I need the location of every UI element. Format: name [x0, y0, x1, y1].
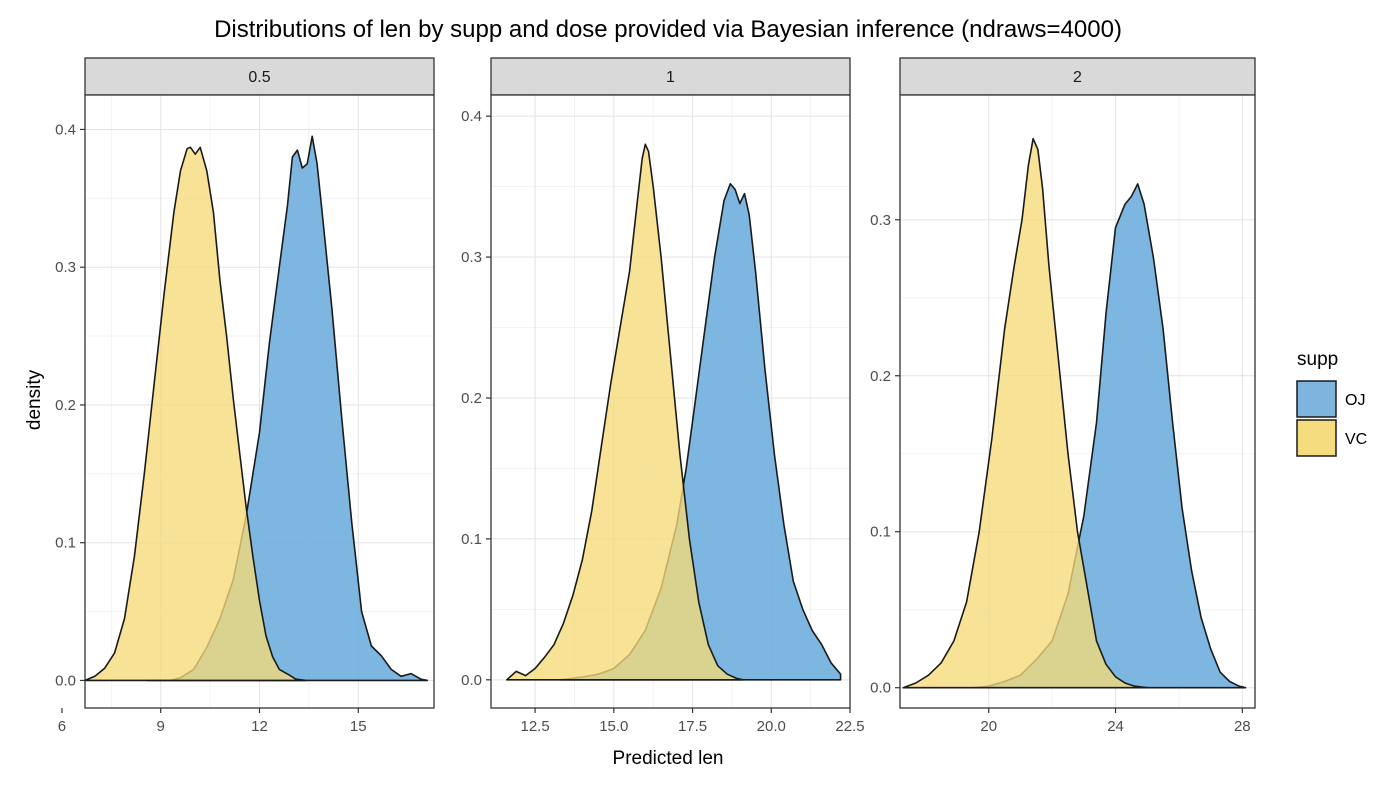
legend: supp OJ VC — [1296, 349, 1367, 457]
density-area-vc — [902, 137, 1148, 689]
density-area-vc — [505, 143, 744, 681]
y-tick-label: 0.3 — [870, 212, 891, 229]
facet-strip-label: 2 — [1073, 69, 1082, 86]
x-tick-label: 9 — [157, 718, 165, 735]
y-tick-label: 0.4 — [461, 108, 482, 125]
x-tick-label: 28 — [1234, 718, 1251, 735]
chart-title: Distributions of len by supp and dose pr… — [214, 16, 1122, 43]
y-tick-label: 0.3 — [461, 249, 482, 266]
y-tick-label: 0.4 — [55, 121, 76, 138]
legend-label-oj: OJ — [1345, 392, 1365, 409]
facet-strip — [490, 57, 851, 96]
legend-key-vc — [1296, 419, 1337, 457]
x-tick-label: 22.5 — [835, 718, 864, 735]
panel-border — [899, 94, 1256, 709]
x-tick-label: 15.0 — [599, 718, 628, 735]
legend-key-oj — [1296, 380, 1337, 418]
x-tick-label: 20 — [980, 718, 997, 735]
y-tick-label: 0.0 — [870, 680, 891, 697]
x-tick-label: 12 — [251, 718, 268, 735]
x-tick-label: 24 — [1107, 718, 1124, 735]
facet-panel-2: 1 12.5 15.0 17.5 20.0 22.5 0.0 0.1 0.2 0.3 0.4 — [461, 57, 865, 735]
x-axis-title: Predicted len — [613, 748, 724, 769]
y-axis-title: density — [24, 369, 45, 430]
facet-panel-1: 0.5 6 9 12 15 0.0 0.1 0.2 0.3 0.4 — [55, 57, 435, 735]
y-tick-label: 0.0 — [55, 672, 76, 689]
facet-strip — [899, 57, 1256, 96]
facet-strip-label: 1 — [666, 69, 675, 86]
y-tick-label: 0.2 — [55, 397, 76, 414]
facet-strip-label: 0.5 — [248, 69, 270, 86]
y-tick-label: 0.0 — [461, 672, 482, 689]
x-tick-label: 17.5 — [678, 718, 707, 735]
legend-title: supp — [1297, 349, 1338, 370]
y-tick-label: 0.1 — [461, 531, 482, 548]
y-tick-label: 0.2 — [461, 390, 482, 407]
density-area-vc — [84, 146, 307, 682]
y-tick-label: 0.3 — [55, 259, 76, 276]
facet-panel-3: 2 20 24 28 0.0 0.1 0.2 0.3 — [870, 57, 1256, 735]
y-tick-label: 0.2 — [870, 368, 891, 385]
x-tick-label: 12.5 — [520, 718, 549, 735]
facet-strip — [84, 57, 435, 96]
y-tick-label: 0.1 — [55, 535, 76, 552]
x-tick-label: 20.0 — [757, 718, 786, 735]
x-tick-label: 6 — [58, 718, 66, 735]
x-tick-label: 15 — [350, 718, 367, 735]
y-tick-label: 0.1 — [870, 524, 891, 541]
panel-border — [490, 94, 851, 709]
legend-label-vc: VC — [1345, 431, 1367, 448]
